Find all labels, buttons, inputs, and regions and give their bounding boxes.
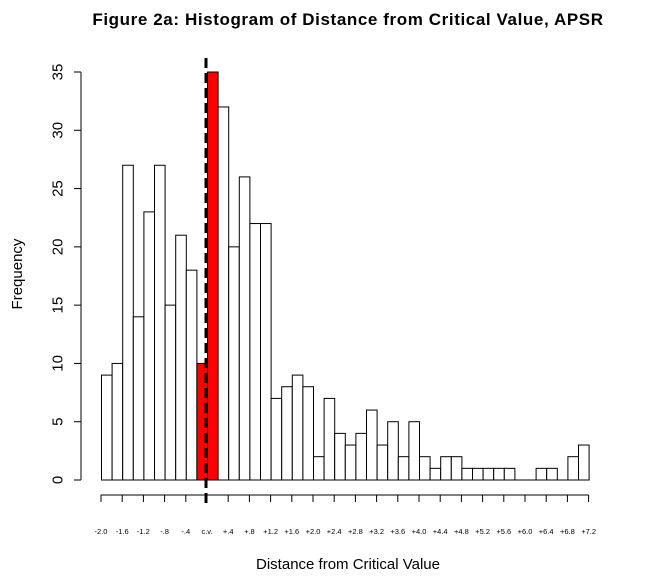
- x-tick-label: +4.4: [433, 527, 448, 536]
- y-tick-label: 0: [50, 476, 67, 484]
- x-tick-label: -1.2: [137, 527, 150, 536]
- x-axis-label: Distance from Critical Value: [256, 556, 440, 573]
- histogram-bar: [260, 223, 272, 481]
- x-tick-label: +6.0: [518, 527, 533, 536]
- histogram-bar: [344, 444, 357, 481]
- histogram-bar: [238, 176, 251, 481]
- x-tick-label: +4.0: [412, 527, 427, 536]
- histogram-bar: [217, 106, 230, 481]
- x-tick-label: -.8: [160, 527, 169, 536]
- y-tick-label: 20: [50, 239, 67, 256]
- histogram-bar: [302, 386, 314, 481]
- histogram-bar: [164, 304, 177, 481]
- histogram-bar: [461, 467, 473, 481]
- x-tick-label: +2.0: [306, 527, 321, 536]
- x-tick-label: +1.6: [284, 527, 299, 536]
- histogram-bar-highlighted: [207, 71, 219, 481]
- histogram-bar: [408, 421, 420, 481]
- y-tick-label: 5: [50, 418, 67, 426]
- histogram-bar: [143, 211, 155, 481]
- x-tick-label: +2.8: [348, 527, 363, 536]
- histogram-bar: [429, 467, 442, 481]
- x-tick-label: -2.0: [95, 527, 108, 536]
- x-tick-label: +1.2: [263, 527, 278, 536]
- x-tick-label: -1.6: [116, 527, 129, 536]
- histogram-bar: [366, 409, 378, 481]
- histogram-bar: [334, 432, 346, 481]
- histogram-bar: [154, 164, 166, 481]
- histogram-bar: [376, 444, 389, 481]
- x-tick-label: +7.2: [581, 527, 596, 536]
- x-tick-label: +6.8: [560, 527, 575, 536]
- histogram-bar: [503, 467, 516, 481]
- x-tick-label: +3.2: [369, 527, 384, 536]
- x-tick-label: -.4: [181, 527, 190, 536]
- histogram-bar: [185, 269, 198, 481]
- histogram-bar: [355, 432, 367, 481]
- histogram-bar: [397, 456, 410, 481]
- histogram-bar: [228, 246, 240, 481]
- histogram-bar: [111, 362, 124, 481]
- histogram-bar: [493, 467, 505, 481]
- histogram-bar: [101, 374, 113, 481]
- x-axis: -2.0 -1.6 -1.2 -.8 -.4 c.v. +.4 +.8 +1.2 +1.6 +2.0…: [95, 494, 596, 536]
- histogram-bar: [323, 397, 336, 481]
- histogram-bar: [291, 374, 304, 481]
- histogram-bar: [546, 467, 558, 481]
- y-tick-label: 30: [50, 122, 67, 139]
- histogram-bar: [419, 456, 431, 481]
- x-tick-label: c.v.: [201, 527, 212, 536]
- x-tick-label: +.4: [223, 527, 234, 536]
- histogram-bar: [535, 467, 548, 481]
- histogram-bar: [440, 456, 452, 481]
- histogram-bar: [450, 456, 463, 481]
- y-tick-label: 35: [50, 64, 67, 81]
- x-tick-label: +2.4: [327, 527, 342, 536]
- y-axis-label: Frequency: [9, 238, 26, 309]
- chart-title: Figure 2a: Histogram of Distance from Cr…: [92, 10, 603, 29]
- histogram-bar: [281, 386, 293, 481]
- x-tick-label: +6.4: [539, 527, 554, 536]
- histogram-bar: [270, 397, 283, 481]
- histogram-bar: [482, 467, 495, 481]
- y-tick-label: 25: [50, 180, 67, 197]
- y-tick-label: 15: [50, 297, 67, 314]
- x-tick-label: +.8: [244, 527, 255, 536]
- histogram-bar: [472, 467, 484, 481]
- histogram-bar: [249, 223, 261, 481]
- histogram-bar: [567, 456, 580, 481]
- y-tick-label: 10: [50, 355, 67, 372]
- histogram-bar: [122, 164, 134, 481]
- x-tick-label: +4.8: [454, 527, 469, 536]
- histogram-bar: [313, 456, 325, 481]
- x-tick-label: +5.2: [475, 527, 490, 536]
- bars-group: [101, 71, 590, 481]
- histogram-bar: [387, 421, 399, 481]
- x-tick-label: +5.6: [496, 527, 511, 536]
- histogram-bar: [132, 316, 145, 481]
- histogram-bar: [578, 444, 590, 481]
- y-axis: 0 5 10 15 20 25 30 35: [50, 64, 82, 484]
- x-tick-label: +3.6: [390, 527, 405, 536]
- histogram-bar: [175, 234, 187, 481]
